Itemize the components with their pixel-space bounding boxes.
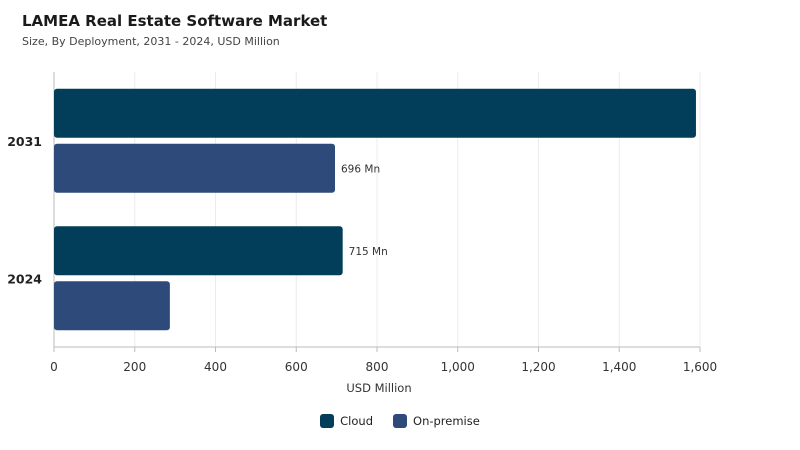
bar-cloud-2031	[54, 88, 696, 138]
legend-label-on-premise: On-premise	[413, 414, 480, 428]
x-tick-label: 800	[366, 360, 389, 374]
x-tick-label: 0	[50, 360, 58, 374]
category-label: 2031	[7, 134, 42, 149]
data-label: 696 Mn	[341, 163, 380, 175]
chart-subtitle: Size, By Deployment, 2031 - 2024, USD Mi…	[22, 35, 280, 48]
bar-on-premise-2031	[54, 143, 336, 193]
x-tick-label: 1,400	[602, 360, 636, 374]
category-label: 2024	[7, 271, 42, 286]
x-tick-label: 200	[123, 360, 146, 374]
bar-on-premise-2024	[54, 281, 170, 331]
x-tick-label: 1,200	[521, 360, 555, 374]
legend-swatch-on-premise	[393, 414, 408, 428]
data-label: 715 Mn	[349, 246, 388, 258]
x-tick-label: 600	[285, 360, 308, 374]
legend: Cloud On-premise	[0, 414, 800, 428]
legend-item-on-premise[interactable]: On-premise	[393, 414, 480, 428]
bar-cloud-2024	[54, 226, 343, 276]
x-tick-label: 1,000	[441, 360, 475, 374]
x-tick-label: 1,600	[683, 360, 717, 374]
chart-title: LAMEA Real Estate Software Market	[22, 12, 328, 30]
legend-label-cloud: Cloud	[340, 414, 374, 428]
legend-swatch-cloud	[320, 414, 335, 428]
x-axis-title: USD Million	[346, 381, 411, 395]
legend-item-cloud[interactable]: Cloud	[320, 414, 373, 428]
x-tick-label: 400	[204, 360, 227, 374]
